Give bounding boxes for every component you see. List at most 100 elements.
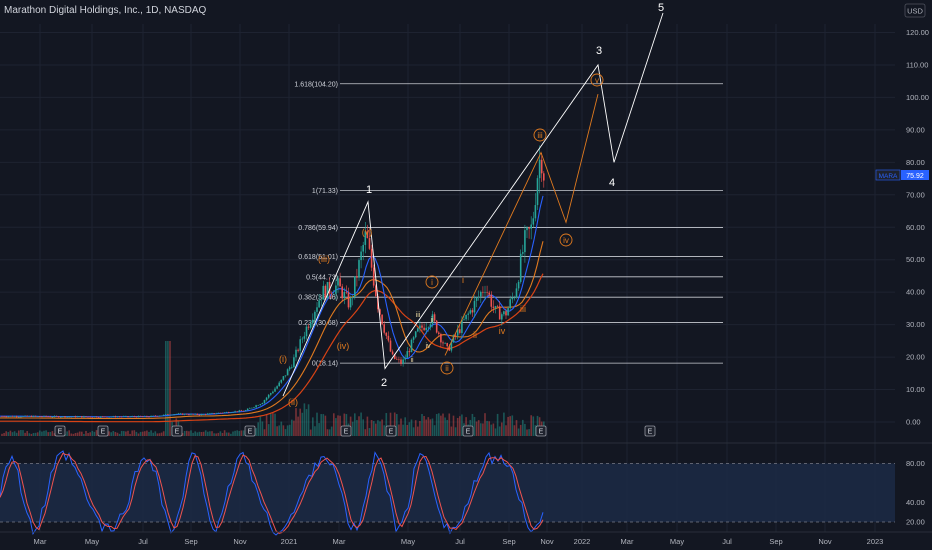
volume-bar (131, 430, 133, 436)
candle-body (139, 415, 142, 417)
minor-wave-label: iii (416, 312, 421, 319)
candle-body (64, 416, 66, 418)
candle-body (461, 319, 463, 333)
volume-bar (118, 433, 121, 436)
moving-averages (0, 195, 544, 423)
volume-bar (15, 432, 18, 436)
candle-body (177, 413, 180, 415)
candle-body (278, 382, 280, 387)
volume-bar (366, 416, 369, 436)
candle-body (433, 314, 436, 321)
volume-bar (433, 425, 436, 436)
volume-bar (188, 431, 190, 436)
volume-bar (167, 341, 169, 436)
candle-body (423, 327, 425, 331)
volume-bar (473, 416, 476, 436)
candle-body (349, 298, 352, 308)
candle-body (538, 159, 541, 179)
candle-body (74, 416, 77, 418)
candle-body (20, 416, 22, 418)
candle-body (26, 415, 28, 417)
volume-bar (213, 433, 215, 436)
candle-body (265, 397, 268, 401)
wave-label-5: 5 (658, 2, 664, 14)
candle-body (389, 340, 392, 352)
candle-body (221, 412, 224, 414)
volume-bar (230, 433, 232, 436)
candle-body (41, 416, 43, 418)
candle-body (513, 297, 516, 299)
volume-bar (339, 415, 341, 436)
price-axis[interactable]: 120.00 110.00 100.00 90.00 80.00 70.00 60.00 50… (906, 28, 929, 527)
price-tick-label: 40.00 (906, 288, 925, 297)
candle-body (209, 413, 211, 414)
volume-bar (534, 425, 537, 436)
time-tick-label: Nov (233, 537, 247, 546)
ma-long (0, 273, 544, 423)
candle-body (116, 416, 119, 418)
volume-bar (112, 430, 115, 436)
candle-body (13, 416, 16, 417)
candle-body (360, 251, 362, 261)
fib-label: 0.382(38.46) (298, 295, 338, 302)
volume-bar (484, 413, 486, 436)
candle-body (295, 349, 297, 358)
volume-bar (236, 430, 238, 436)
currency-badge[interactable]: USD (904, 3, 926, 18)
price-tick-label: 80.00 (906, 158, 925, 167)
volume-bar (372, 421, 375, 436)
earnings-marker: E (101, 429, 106, 436)
volume-bar (284, 429, 287, 436)
volume-bar (286, 425, 289, 436)
volume-bar (7, 432, 10, 436)
volume-bar (3, 432, 5, 436)
candle-body (154, 415, 157, 417)
candle-body (55, 415, 58, 417)
price-tick-label: 100.00 (906, 93, 929, 102)
volume-bar (276, 426, 278, 436)
volume-bar (261, 421, 264, 436)
volume-bar (446, 419, 448, 436)
time-tick-label: Jul (138, 537, 148, 546)
intermediate-wave-line (444, 94, 599, 356)
candle-body (236, 411, 238, 412)
candle-body (215, 413, 217, 414)
candle-body (517, 281, 520, 289)
volume-bar (95, 430, 98, 436)
time-axis[interactable]: Mar May Jul Sep Nov 2021 Mar May Jul Sep Nov 2022 Ma… (0, 531, 932, 546)
volume-bar (393, 412, 396, 436)
candle-body (337, 278, 339, 286)
candle-body (57, 416, 60, 418)
volume-bar (429, 419, 432, 436)
time-tick-label: Nov (540, 537, 554, 546)
candle-body (343, 291, 346, 299)
earnings-box (97, 425, 109, 437)
volume-bar (211, 431, 213, 436)
candle-body (543, 173, 545, 181)
volume-bar (53, 433, 56, 436)
candle-body (477, 296, 480, 298)
volume-bar (204, 430, 207, 436)
volume-bar (228, 432, 230, 436)
candle-body (427, 327, 430, 329)
stochastic-tick-label: 40.00 (906, 498, 925, 507)
candle-body (452, 335, 455, 343)
candle-body (175, 413, 178, 415)
volume-bar (408, 422, 411, 436)
earnings-box (340, 425, 352, 437)
candle-body (318, 300, 320, 308)
candle-body (137, 415, 140, 418)
candle-body (249, 408, 251, 409)
volume-bar (337, 415, 339, 436)
candle-body (131, 416, 133, 417)
volume-bar (423, 415, 425, 436)
candle-body (28, 415, 31, 417)
candle-body (267, 394, 270, 398)
candle-body (3, 416, 5, 417)
volume-bar (456, 417, 459, 436)
volume-bar (364, 429, 367, 436)
volume-bar (480, 423, 482, 436)
volume-bar (137, 433, 140, 436)
volume-bar (505, 425, 507, 436)
